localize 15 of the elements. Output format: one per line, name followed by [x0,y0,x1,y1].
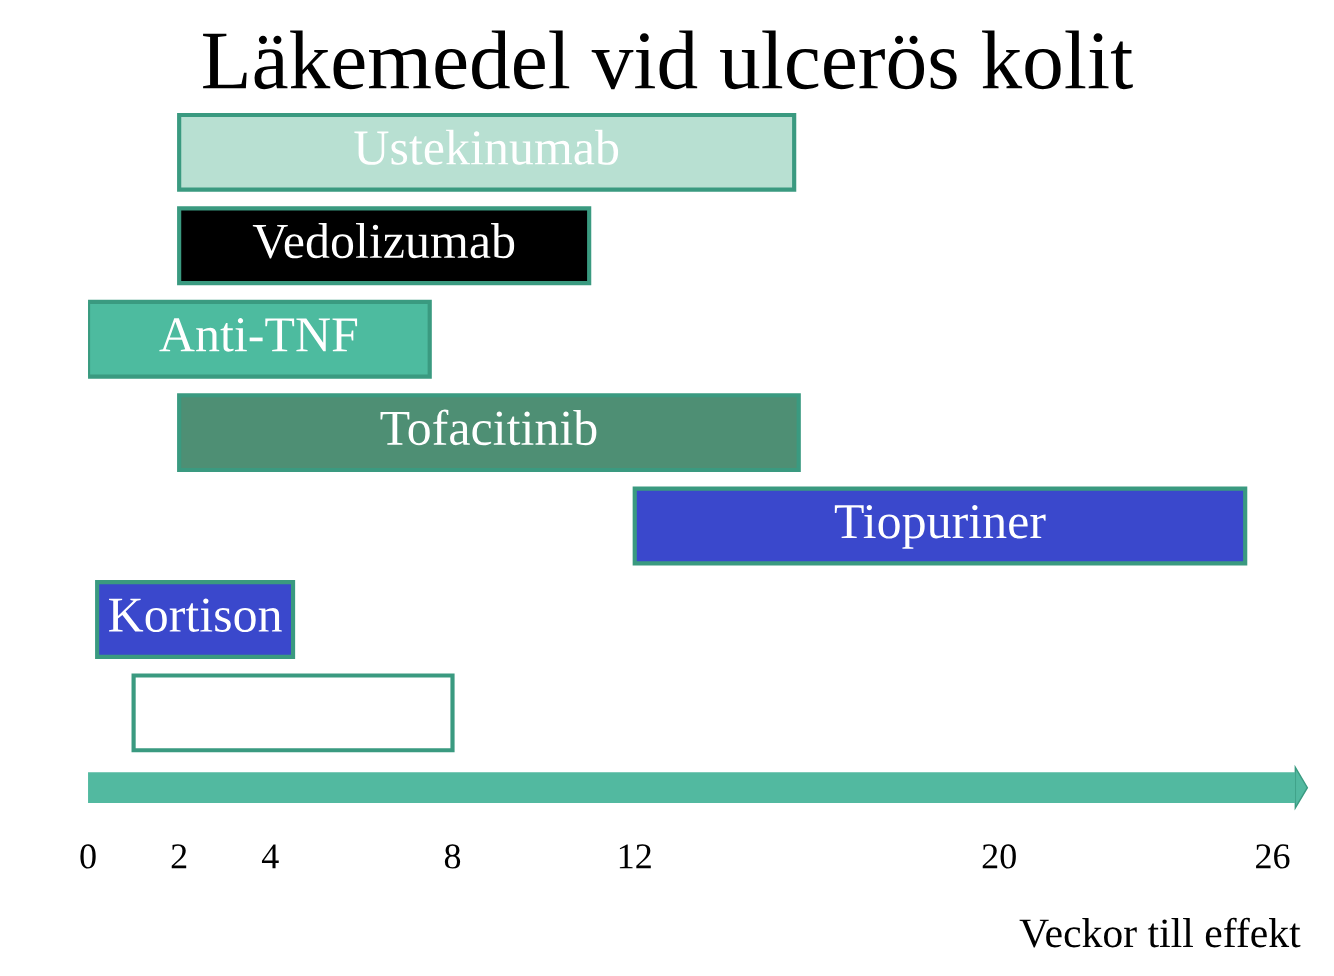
x-tick-label: 2 [171,844,187,869]
x-tick-label: 12 [619,844,651,869]
y-tick-label: Vedolizumab [252,223,515,259]
x-tick-label: 20 [982,844,1016,869]
y-tick-label: Anti-TNF [159,318,358,352]
x-tick-label: 8 [444,844,461,869]
x-tick-label: 0 [80,844,96,869]
x-axis-title: Veckor till effekt [1019,917,1301,948]
y-tick-label: Tofacitinib [380,409,597,446]
y-tick-label: Ustekinumab [354,129,619,165]
y-tick-label: Kortison [109,598,282,632]
x-tick-label: 26 [1256,844,1290,869]
chart-title: Läkemedel vid ulcerös kolit [203,30,1133,90]
y-tick-label: Tiopuriner [834,504,1046,549]
x-tick-label: 4 [261,844,279,869]
